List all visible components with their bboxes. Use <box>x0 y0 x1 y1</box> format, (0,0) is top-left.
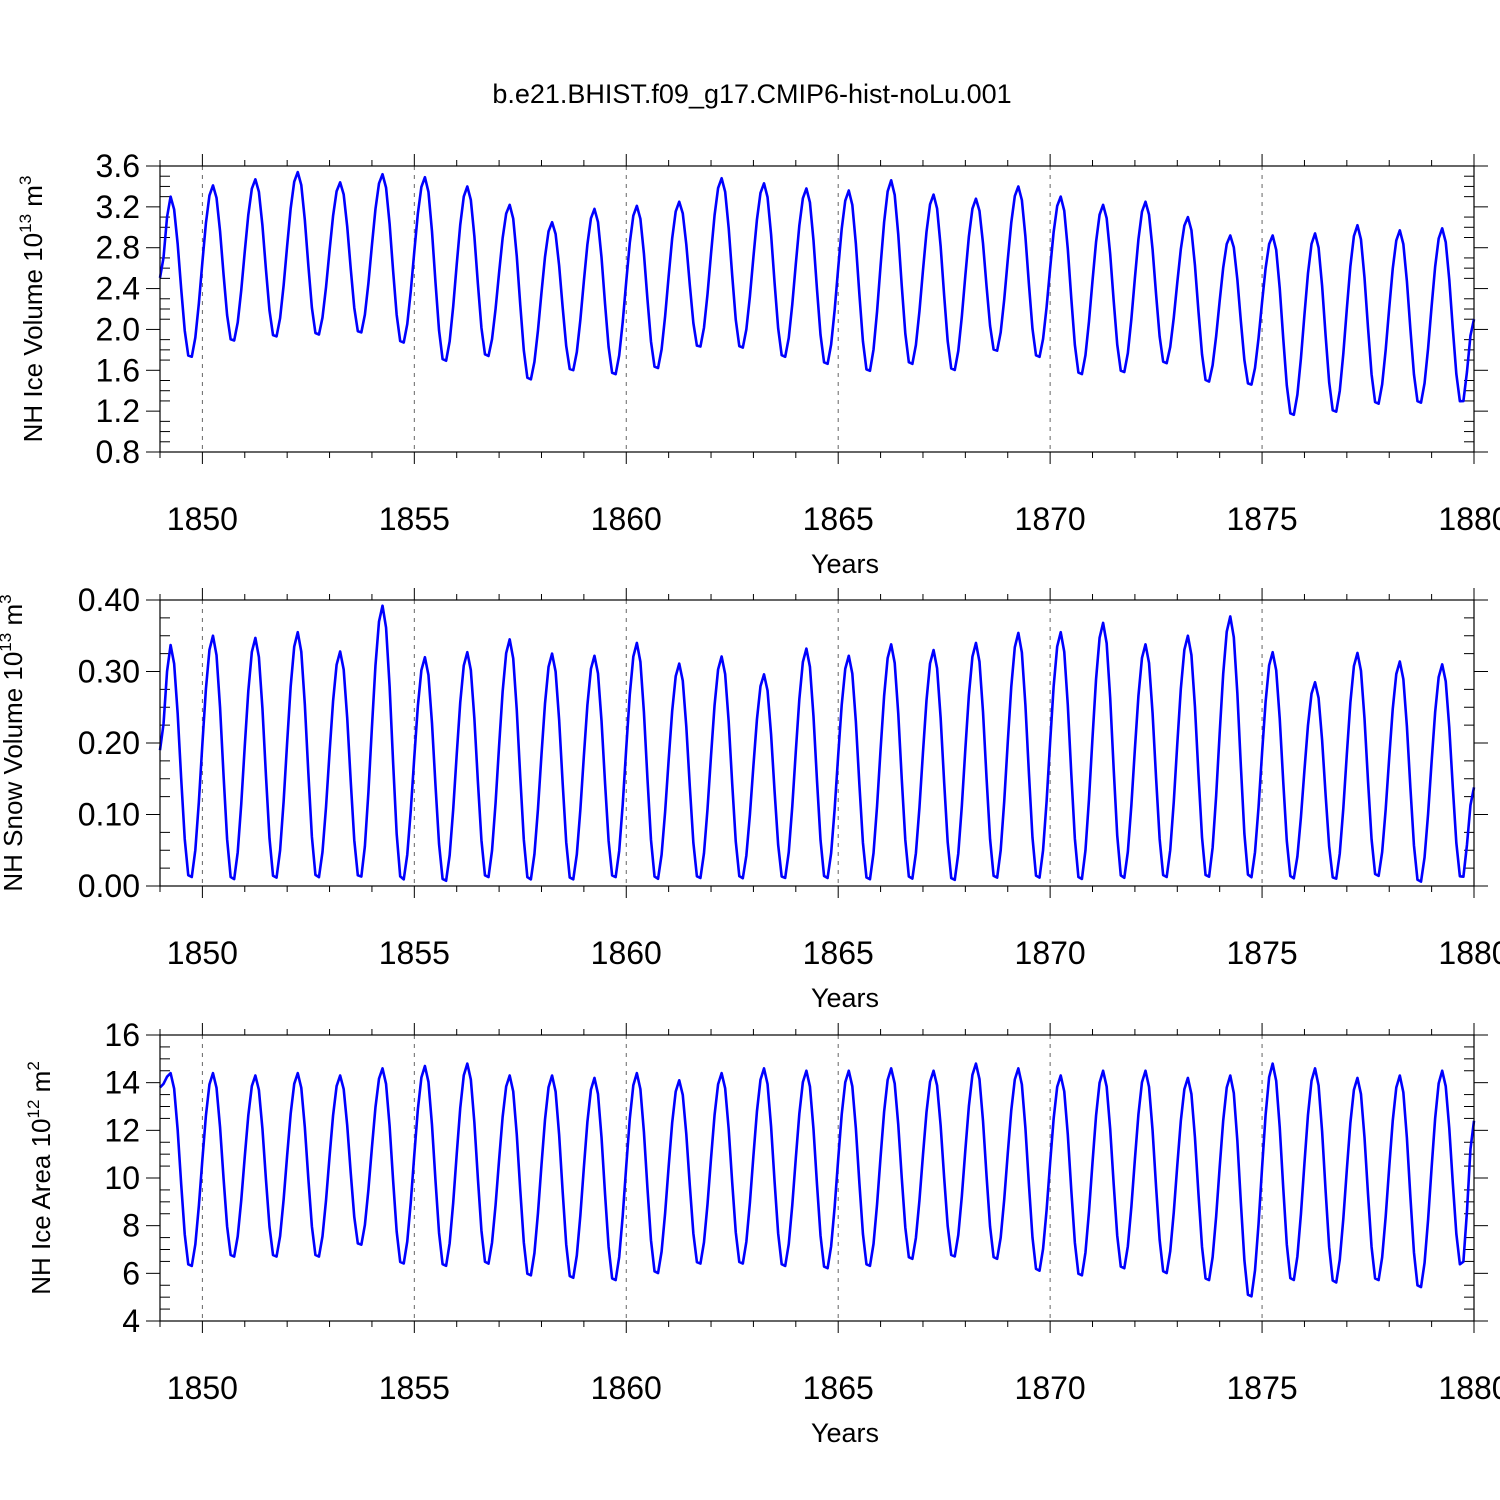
y-tick-label: 0.10 <box>78 797 140 833</box>
x-tick-label: 1850 <box>167 1370 238 1406</box>
x-tick-label: 1880 <box>1438 501 1500 537</box>
y-tick-label: 1.6 <box>96 352 140 388</box>
y-tick-label: 2.4 <box>96 271 140 307</box>
y-tick-label: 3.6 <box>96 148 140 184</box>
x-axis-label: Years <box>811 1418 879 1448</box>
plot-frame <box>159 165 1475 453</box>
y-axis-label-ice-volume: NH Ice Volume 1013 m3 <box>16 176 48 443</box>
x-tick-label: 1860 <box>591 1370 662 1406</box>
series-line-ice-area <box>159 1062 1476 1298</box>
y-tick-label: 0.00 <box>78 868 140 904</box>
y-tick-label: 10 <box>104 1160 140 1196</box>
y-tick-label: 0.30 <box>78 654 140 690</box>
y-tick-label: 12 <box>104 1112 140 1148</box>
x-axis-label: Years <box>811 549 879 579</box>
figure-title: b.e21.BHIST.f09_g17.CMIP6-hist-noLu.001 <box>492 79 1011 109</box>
x-tick-label: 1855 <box>379 501 450 537</box>
series-line-ice-volume <box>158 170 1476 417</box>
y-tick-label: 2.0 <box>96 311 140 347</box>
y-tick-label: 8 <box>122 1208 140 1244</box>
plot-frame <box>159 599 1475 887</box>
x-tick-label: 1865 <box>803 935 874 971</box>
x-tick-label: 1850 <box>167 935 238 971</box>
panel-snow-volume: 0.00 0.10 0.20 0.30 0.40 1850 1855 1860 1865 1870… <box>0 582 1500 1013</box>
x-tick-label: 1875 <box>1226 1370 1297 1406</box>
y-tick-label: 16 <box>104 1017 140 1053</box>
y-axis-label-snow-volume: NH Snow Volume 1013 m3 <box>0 594 28 891</box>
y-tick-label: 2.8 <box>96 230 140 266</box>
panel-ice-area: 4 6 8 10 12 14 16 1850 1855 1860 1865 1870 1875 1880 Y… <box>24 1017 1500 1448</box>
y-tick-label: 0.40 <box>78 582 140 618</box>
plot-frame <box>159 1034 1475 1322</box>
x-tick-label: 1880 <box>1438 935 1500 971</box>
y-tick-label: 4 <box>122 1303 140 1339</box>
y-tick-label: 0.8 <box>96 434 140 470</box>
x-axis-label: Years <box>811 983 879 1013</box>
x-tick-label: 1880 <box>1438 1370 1500 1406</box>
x-tick-label: 1860 <box>591 501 662 537</box>
x-tick-label: 1875 <box>1226 501 1297 537</box>
x-tick-label: 1855 <box>379 935 450 971</box>
y-axis-label-ice-area: NH Ice Area 1012 m2 <box>24 1061 56 1295</box>
y-tick-label: 6 <box>122 1255 140 1291</box>
x-tick-label: 1865 <box>803 1370 874 1406</box>
y-tick-label: 14 <box>104 1065 140 1101</box>
x-tick-label: 1870 <box>1015 1370 1086 1406</box>
x-tick-label: 1870 <box>1015 501 1086 537</box>
panel-ice-volume: 0.8 1.2 1.6 2.0 2.4 2.8 3.2 3.6 1850 1855 1860 1865… <box>16 148 1500 579</box>
x-tick-label: 1860 <box>591 935 662 971</box>
x-tick-label: 1855 <box>379 1370 450 1406</box>
y-tick-label: 0.20 <box>78 725 140 761</box>
x-tick-label: 1850 <box>167 501 238 537</box>
y-tick-label: 3.2 <box>96 189 140 225</box>
x-tick-label: 1875 <box>1226 935 1297 971</box>
series-line-snow-volume <box>158 604 1476 883</box>
x-tick-label: 1870 <box>1015 935 1086 971</box>
y-tick-label: 1.2 <box>96 393 140 429</box>
x-tick-label: 1865 <box>803 501 874 537</box>
